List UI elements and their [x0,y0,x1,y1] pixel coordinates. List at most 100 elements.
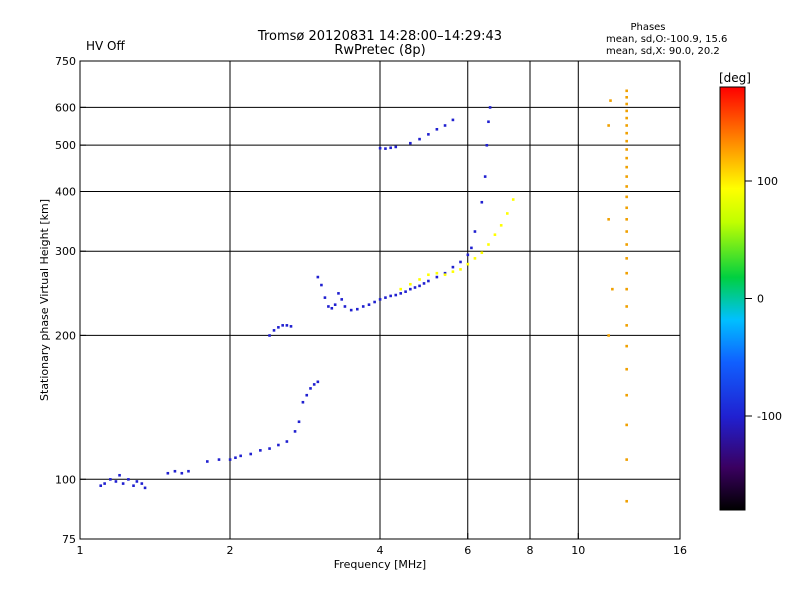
x-axis-label: Frequency [MHz] [334,558,426,571]
x-tick-label: 1 [77,544,84,557]
data-point [625,305,628,308]
y-tick-label: 500 [55,139,76,152]
phases-o-readout: mean, sd,O:-100.9, 15.6 [606,34,727,45]
data-point [180,471,184,475]
data-point [268,334,271,337]
data-point [625,148,628,151]
data-point [435,271,439,275]
y-tick-label: 75 [62,533,76,546]
y-axis-label: Stationary phase Virtual Height [km] [38,199,51,401]
data-point [349,308,353,312]
data-point [443,124,447,127]
data-point [625,271,628,275]
data-point [443,273,447,277]
data-point [205,460,209,463]
data-point [217,458,221,461]
data-point [343,305,347,308]
data-point [378,298,382,301]
data-point [301,400,305,404]
y-tick-label: 400 [55,185,76,198]
data-point [422,282,426,285]
data-point [451,118,455,122]
y-tick-label: 600 [55,101,76,114]
data-point [470,246,473,250]
data-point [114,480,118,483]
data-point [135,480,139,483]
data-point [394,293,398,297]
data-point [305,393,309,397]
data-point [399,287,403,291]
data-point [330,306,334,310]
data-point [409,141,412,145]
data-point [487,243,490,246]
data-point [166,471,170,475]
data-point [272,329,276,332]
grid-lines [80,61,680,539]
data-point [173,469,177,473]
data-point [625,185,628,188]
chart-subtitle: RwPretec (8p) [334,43,425,58]
data-point [409,287,412,291]
data-point [625,367,628,371]
colorbar-tick-label: 0 [757,293,764,306]
data-point [277,326,280,329]
data-point [285,440,289,443]
data-point [625,109,628,113]
data-point [389,294,392,298]
data-point [367,303,371,306]
data-point [121,482,125,485]
data-point [625,102,628,106]
data-points [99,89,628,503]
y-tick-label: 200 [55,329,76,342]
data-point [293,430,297,433]
data-point [281,324,284,327]
data-point [99,484,103,488]
data-point [625,156,628,160]
data-point [399,292,403,295]
data-point [625,257,628,260]
data-point [118,473,121,477]
data-point [625,499,628,503]
data-point [473,257,477,260]
phases-title: Phases [630,22,665,33]
data-point [355,307,359,311]
data-point [625,393,628,397]
data-point [466,253,470,257]
y-axis-ticks: 75 100 200 300 400 500 600 750 [55,55,86,546]
data-point [625,287,628,291]
hv-status-label: HV Off [86,39,125,53]
data-point [418,278,421,281]
data-point [625,165,628,169]
data-point [625,206,628,210]
data-point [316,380,320,384]
data-point [340,298,344,301]
colorbar-label: [deg] [719,71,751,85]
data-point [268,447,271,450]
data-point [384,296,387,299]
data-point [435,275,439,279]
data-point [323,296,327,299]
y-tick-label: 100 [55,473,76,486]
x-tick-label: 4 [377,544,384,557]
data-point [418,284,421,288]
data-point [443,271,447,275]
data-point [277,443,280,447]
data-point [625,230,628,233]
data-point [480,200,484,204]
data-point [418,137,421,141]
colorbar-tick-label: -100 [757,410,782,423]
data-point [285,324,289,327]
data-point [404,290,407,293]
data-point [459,268,462,271]
data-point [451,270,455,273]
data-point [394,145,398,149]
data-point [187,469,190,473]
colorbar [719,86,746,511]
data-point [625,324,628,327]
data-point [435,127,439,131]
data-point [337,292,340,295]
data-point [427,279,430,283]
chart-title: Tromsø 20120831 14:28:00–14:29:43 [257,29,502,44]
data-point [607,124,610,127]
data-point [625,423,628,427]
